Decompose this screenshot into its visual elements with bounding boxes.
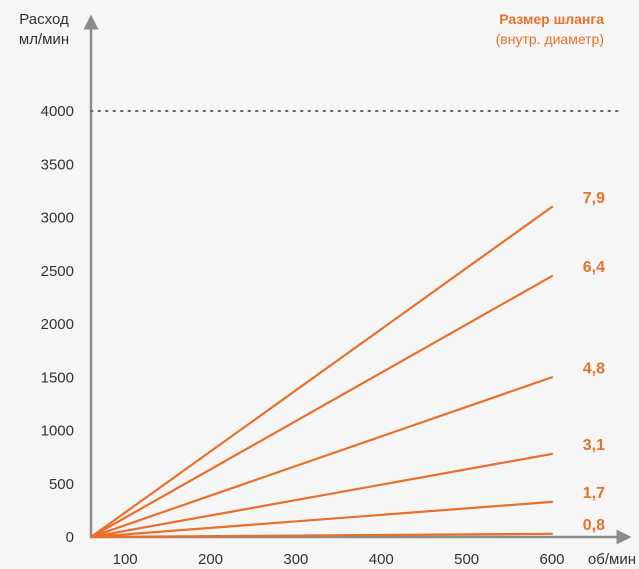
y-tick-label: 3500 — [41, 156, 74, 173]
x-axis-label: об/мин — [588, 551, 636, 568]
series-label: 3,1 — [583, 437, 605, 454]
series-label: 1,7 — [583, 485, 605, 502]
x-tick-label: 600 — [539, 551, 564, 568]
x-tick-label: 300 — [283, 551, 308, 568]
series-line — [89, 452, 554, 539]
series-label: 6,4 — [583, 259, 605, 276]
y-tick-label: 2500 — [41, 263, 74, 280]
legend-title: Размер шланга — [499, 11, 604, 27]
y-tick-label: 1500 — [41, 369, 74, 386]
y-tick-label: 2000 — [41, 316, 74, 333]
y-axis-label-line1: Расход — [19, 11, 69, 28]
y-tick-label: 0 — [66, 529, 74, 546]
series-label: 4,8 — [583, 360, 605, 377]
legend-subtitle: (внутр. диаметр) — [496, 31, 604, 47]
series-line — [89, 532, 554, 539]
series-line — [89, 205, 554, 539]
y-axis-label-line2: мл/мин — [19, 31, 69, 48]
chart-marks: 0 500 1000 1500 2000 2500 3000 3500 4000 100 200 30… — [41, 103, 619, 568]
series-line — [89, 376, 554, 539]
x-tick-label: 500 — [454, 551, 479, 568]
y-tick-label: 3000 — [41, 210, 74, 227]
x-tick-label: 200 — [198, 551, 223, 568]
y-tick-label: 1000 — [41, 423, 74, 440]
y-tick-label: 4000 — [41, 103, 74, 120]
series-label: 7,9 — [583, 190, 605, 207]
x-tick-label: 100 — [113, 551, 138, 568]
series-line — [89, 500, 554, 539]
x-tick-label: 400 — [369, 551, 394, 568]
y-tick-label: 500 — [49, 476, 74, 493]
series-label: 0,8 — [583, 517, 605, 534]
series-line — [89, 274, 554, 539]
